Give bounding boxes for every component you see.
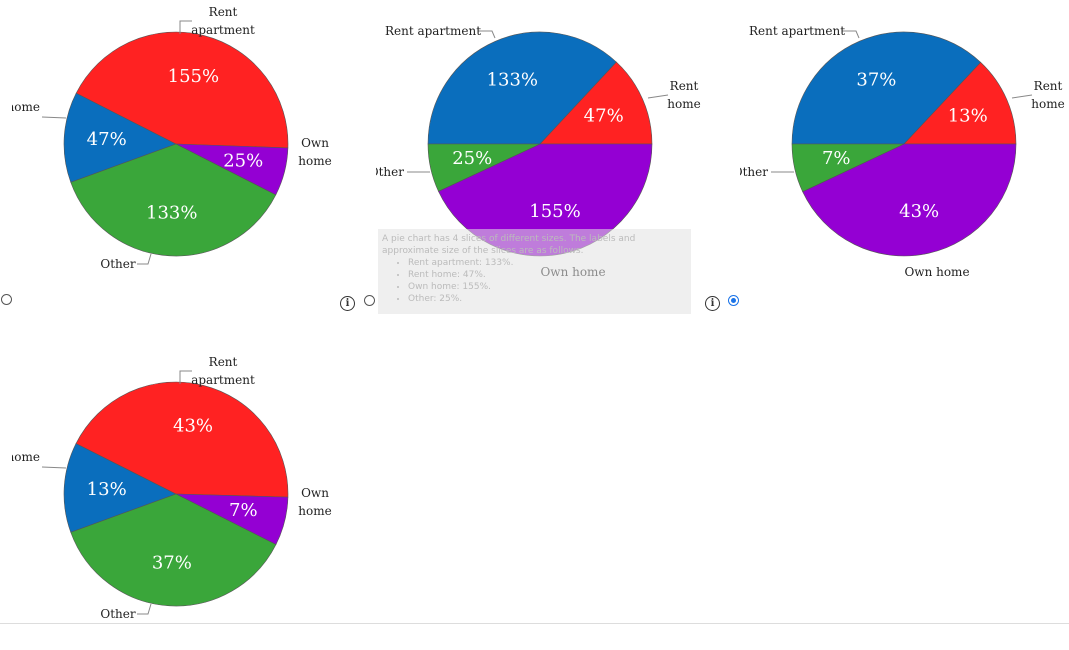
- slice-category-label: Rent home: [12, 450, 40, 464]
- leader-line: [1011, 94, 1033, 99]
- pie-panel-inner: 133% 47% 155% 25% Rent apartment Rent home Own…: [376, 0, 728, 300]
- tooltip: A pie chart has 4 slices of different si…: [378, 229, 691, 314]
- pie-slice: [539, 61, 653, 145]
- leader-line: [842, 30, 860, 39]
- pie-slice: [791, 143, 905, 193]
- slice-value-label: 37%: [152, 552, 192, 573]
- slice-value-label: 47%: [584, 105, 624, 126]
- leader-line: [179, 370, 192, 384]
- slice-category-label: Rent apartment: [748, 24, 846, 38]
- page: 47% 155% 25% 133% Rent apartment Rent home Own…: [0, 0, 1069, 626]
- tooltip-list: Rent apartment: 133%.Rent home: 47%.Own …: [382, 257, 687, 305]
- tooltip-item: Rent apartment: 133%.: [408, 257, 687, 269]
- slice-category-label: Rent home: [667, 79, 701, 111]
- slice-value-label: 43%: [899, 201, 939, 222]
- pie-slice: [75, 31, 289, 149]
- tooltip-item: Other: 25%.: [408, 293, 687, 305]
- radio-option-1[interactable]: [1, 294, 12, 305]
- leader-line: [137, 603, 152, 615]
- pie-panel: 13% 43% 7% 37% Rent apartment Rent home Own ho…: [12, 350, 364, 650]
- slice-value-label: 133%: [487, 69, 538, 90]
- slice-value-label: 155%: [168, 66, 219, 87]
- pie-chart: 13% 43% 7% 37%: [41, 370, 289, 615]
- leader-line: [647, 94, 669, 99]
- slice-category-label: Rent home: [1031, 79, 1065, 111]
- pie-chart: 47% 155% 25% 133%: [41, 20, 289, 265]
- tooltip-item: Own home: 155%.: [408, 281, 687, 293]
- slice-category-label: Rent apartment: [384, 24, 482, 38]
- pie-slice: [63, 92, 177, 183]
- slice-category-label: Rent apartment: [191, 5, 255, 37]
- slice-category-label: Other: [376, 165, 404, 179]
- slice-value-label: 25%: [223, 150, 263, 171]
- pie-panel-inner: 37% 13% 43% 7% Rent apartment Rent home Own ho…: [740, 0, 1069, 300]
- slice-value-label: 47%: [87, 129, 127, 150]
- pie-slice: [70, 143, 277, 257]
- pie-panel-inner: 47% 155% 25% 133% Rent apartment Rent home Own…: [12, 0, 364, 300]
- slice-category-label: Own home: [298, 136, 332, 168]
- slice-category-label: Rent apartment: [191, 355, 255, 387]
- slice-category-label: Own home: [298, 486, 332, 518]
- slice-value-label: 7%: [822, 148, 851, 169]
- leader-line: [41, 466, 67, 469]
- leader-line: [41, 116, 67, 119]
- tooltip-text: A pie chart has 4 slices of different si…: [382, 234, 636, 256]
- slice-value-label: 13%: [87, 479, 127, 500]
- pie-slice: [802, 143, 1017, 257]
- pie-chart: 133% 47% 155% 25%: [407, 30, 669, 257]
- leader-line: [179, 20, 192, 34]
- slice-category-label: Other: [100, 607, 136, 621]
- pie-slice: [63, 443, 177, 533]
- pie-panel: 133% 47% 155% 25% Rent apartment Rent home Own…: [376, 0, 728, 300]
- leader-line: [137, 253, 152, 265]
- slice-value-label: 25%: [452, 148, 492, 169]
- pie-slice: [75, 381, 289, 498]
- leader-line: [478, 30, 496, 39]
- slice-category-label: Own home: [904, 265, 970, 279]
- info-icon-3[interactable]: i: [705, 296, 720, 311]
- slice-category-label: Rent home: [12, 100, 40, 114]
- slice-value-label: 133%: [146, 202, 197, 223]
- slice-category-label: Other: [740, 165, 768, 179]
- pie-panel-inner: 13% 43% 7% 37% Rent apartment Rent home Own ho…: [12, 350, 364, 650]
- pie-slice: [427, 31, 617, 145]
- pie-panel: 37% 13% 43% 7% Rent apartment Rent home Own ho…: [740, 0, 1069, 300]
- radio-option-3[interactable]: [728, 295, 739, 306]
- slice-category-label: Other: [100, 257, 136, 271]
- pie-chart: 37% 13% 43% 7%: [771, 30, 1033, 257]
- tooltip-item: Rent home: 47%.: [408, 269, 687, 281]
- pie-slice: [903, 61, 1017, 145]
- slice-value-label: 7%: [229, 500, 258, 521]
- pie-slice: [427, 143, 541, 192]
- slice-value-label: 13%: [948, 105, 988, 126]
- divider: [0, 623, 1069, 624]
- radio-option-2[interactable]: [364, 295, 375, 306]
- slice-value-label: 37%: [856, 69, 896, 90]
- pie-slice: [791, 31, 982, 145]
- slice-value-label: 43%: [173, 416, 213, 437]
- pie-slice: [70, 493, 277, 607]
- slice-value-label: 155%: [529, 201, 580, 222]
- info-icon-2[interactable]: i: [340, 296, 355, 311]
- pie-panel: 47% 155% 25% 133% Rent apartment Rent home Own…: [12, 0, 364, 300]
